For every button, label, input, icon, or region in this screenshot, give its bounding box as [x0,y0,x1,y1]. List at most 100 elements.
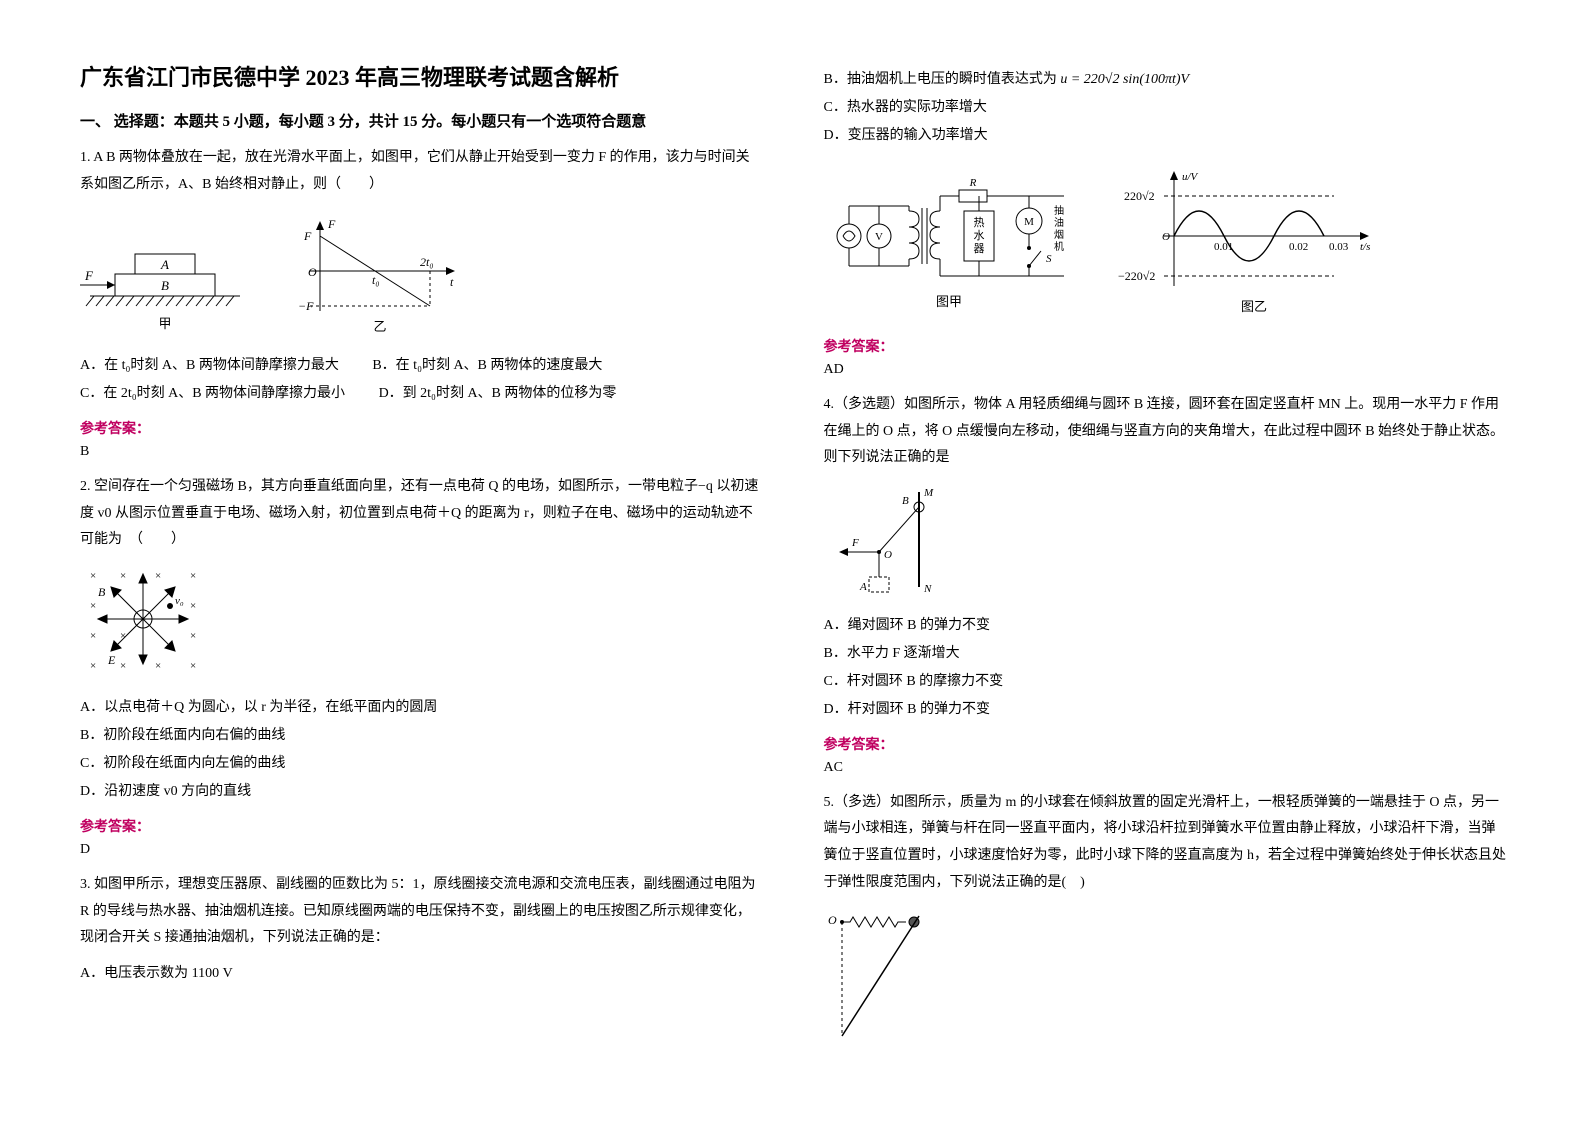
q3-x1: 0.01 [1214,241,1233,253]
section-1-head: 一、 选择题：本题共 5 小题，每小题 3 分，共计 15 分。每小题只有一个选… [80,110,764,131]
svg-text:×: × [190,600,196,612]
q1-label-yi: 乙 [373,319,386,334]
q3-optB-formula: u = 220√2 sin(100πt)V [1060,72,1189,87]
q3-optA-wrap: A．电压表示数为 1100 V [80,960,764,988]
q1-ans-label: 参考答案： [80,418,764,438]
q4-optB: B．水平力 F 逐渐增大 [824,640,1508,668]
q2-label-B: B [98,585,106,599]
q1-fig-jia: A B F 甲 [80,236,250,336]
svg-text:热: 热 [973,216,984,229]
q5-O: O [828,913,837,927]
q2-stem: 2. 空间存在一个匀强磁场 B，其方向垂直纸面向里，还有一点电荷 Q 的电场，如… [80,474,764,554]
left-column: 广东省江门市民德中学 2023 年高三物理联考试题含解析 一、 选择题：本题共 … [80,60,764,1056]
q3-fig-yi: u/V t/s O 220√2 −220√2 0.01 0.02 0.03 图乙 [1114,166,1374,316]
q3-figures: V R 热 水 器 [824,156,1508,326]
svg-text:水: 水 [973,229,984,242]
q1-fig-yi: F t F O −F t₀ 2t₀ 乙 [290,216,460,336]
q1-label-t: t [450,275,454,289]
q1-figures: A B F 甲 [80,206,764,346]
q4-N: N [923,583,932,595]
q1-optC: C．在 2t₀时刻 A、B 两物体间静摩擦力最小 [80,380,345,408]
q3-O: O [1162,231,1170,243]
q4-answer: AC [824,760,1508,776]
q3-ytop: 220√2 [1124,189,1155,203]
q3-optB-row: B．抽油烟机上电压的瞬时值表达式为 u = 220√2 sin(100πt)V [824,66,1508,94]
svg-text:×: × [120,570,126,582]
q3-S: S [1046,253,1052,265]
q1-stem: 1. A B 两物体叠放在一起，放在光滑水平面上，如图甲，它们从静止开始受到一变… [80,145,764,198]
q1-label-A: A [160,257,169,272]
q3-optC: C．热水器的实际功率增大 [824,94,1508,122]
q3-ans-label: 参考答案： [824,336,1508,356]
q2-answer: D [80,842,764,858]
q4-fig: M N B O F A [824,482,1508,602]
svg-text:×: × [90,660,96,672]
q3-fig-jia: V R 热 水 器 [824,166,1074,316]
q3-optD: D．变压器的输入功率增大 [824,122,1508,150]
q1-label-2t0: 2t₀ [420,255,434,269]
q1-options: A．在 t₀时刻 A、B 两物体间静摩擦力最大 B．在 t₀时刻 A、B 两物体… [80,352,764,408]
q4-O: O [884,549,892,561]
q4-M: M [923,487,934,499]
q1-label-F1: F [84,268,94,283]
q2-label-E: E [107,653,116,667]
q1-optA: A．在 t₀时刻 A、B 两物体间静摩擦力最大 [80,352,339,380]
svg-text:×: × [90,630,96,642]
q3-optA: A．电压表示数为 1100 V [80,960,764,988]
q3-opts-rest: B．抽油烟机上电压的瞬时值表达式为 u = 220√2 sin(100πt)V … [824,66,1508,150]
q3-V: V [875,231,883,243]
page-root: 广东省江门市民德中学 2023 年高三物理联考试题含解析 一、 选择题：本题共 … [80,60,1507,1056]
q4-optC: C．杆对圆环 B 的摩擦力不变 [824,668,1508,696]
svg-text:×: × [155,660,161,672]
q3-u: u/V [1182,171,1199,183]
q2-optB: B．初阶段在纸面内向右偏的曲线 [80,722,764,750]
q1-label-F3: F [303,229,312,243]
q2-label-v0: v₀ [175,595,184,607]
q2-optC: C．初阶段在纸面内向左偏的曲线 [80,750,764,778]
svg-text:×: × [120,660,126,672]
q4-ans-label: 参考答案： [824,734,1508,754]
q4-F: F [851,537,859,549]
q3-hood3: 烟 [1054,228,1064,241]
svg-text:×: × [120,630,126,642]
svg-text:O: O [308,265,317,279]
exam-title: 广东省江门市民德中学 2023 年高三物理联考试题含解析 [80,60,764,92]
q3-yi: 图乙 [1240,299,1266,314]
q3-hood1: 抽 [1054,204,1064,217]
q3-stem: 3. 如图甲所示，理想变压器原、副线圈的匝数比为 5：1，原线圈接交流电源和交流… [80,872,764,952]
q2-ans-label: 参考答案： [80,816,764,836]
q3-R: R [968,177,976,189]
q2-options: A．以点电荷＋Q 为圆心，以 r 为半径，在纸平面内的圆周 B．初阶段在纸面内向… [80,694,764,806]
right-column: B．抽油烟机上电压的瞬时值表达式为 u = 220√2 sin(100πt)V … [824,60,1508,1056]
q4-optD: D．杆对圆环 B 的弹力不变 [824,696,1508,724]
q3-hood2: 油 [1054,216,1064,229]
q3-t: t/s [1360,241,1370,253]
q2-optA: A．以点电荷＋Q 为圆心，以 r 为半径，在纸平面内的圆周 [80,694,764,722]
q3-answer: AD [824,362,1508,378]
q3-jia: 图甲 [935,294,961,309]
q4-options: A．绳对圆环 B 的弹力不变 B．水平力 F 逐渐增大 C．杆对圆环 B 的摩擦… [824,612,1508,724]
q3-optB: B．抽油烟机上电压的瞬时值表达式为 [824,72,1057,87]
q3-x3: 0.03 [1329,241,1349,253]
svg-text:×: × [90,600,96,612]
q4-optA: A．绳对圆环 B 的弹力不变 [824,612,1508,640]
q1-answer: B [80,444,764,460]
svg-text:×: × [90,570,96,582]
q2-optD: D．沿初速度 v0 方向的直线 [80,778,764,806]
q1-label-F2: F [327,217,336,231]
q2-fig: ×××× ×× ××× ×××× + B v₀ E [80,564,764,684]
svg-text:×: × [190,630,196,642]
q3-ybot: −220√2 [1118,269,1155,283]
q3-x2: 0.02 [1289,241,1308,253]
svg-text:器: 器 [973,242,984,255]
q1-optB: B．在 t₀时刻 A、B 两物体的速度最大 [372,352,602,380]
q5-stem: 5.（多选）如图所示，质量为 m 的小球套在倾斜放置的固定光滑杆上，一根轻质弹簧… [824,790,1508,896]
q3-M: M [1024,216,1034,228]
q1-optD: D．到 2t₀时刻 A、B 两物体的位移为零 [379,380,617,408]
svg-text:×: × [190,660,196,672]
q1-label-t0: t₀ [372,273,380,287]
svg-text:×: × [155,570,161,582]
q4-stem: 4.（多选题）如图所示，物体 A 用轻质细绳与圆环 B 连接，圆环套在固定竖直杆… [824,392,1508,472]
q5-fig: O [824,906,1508,1046]
q1-label-B: B [161,278,169,293]
